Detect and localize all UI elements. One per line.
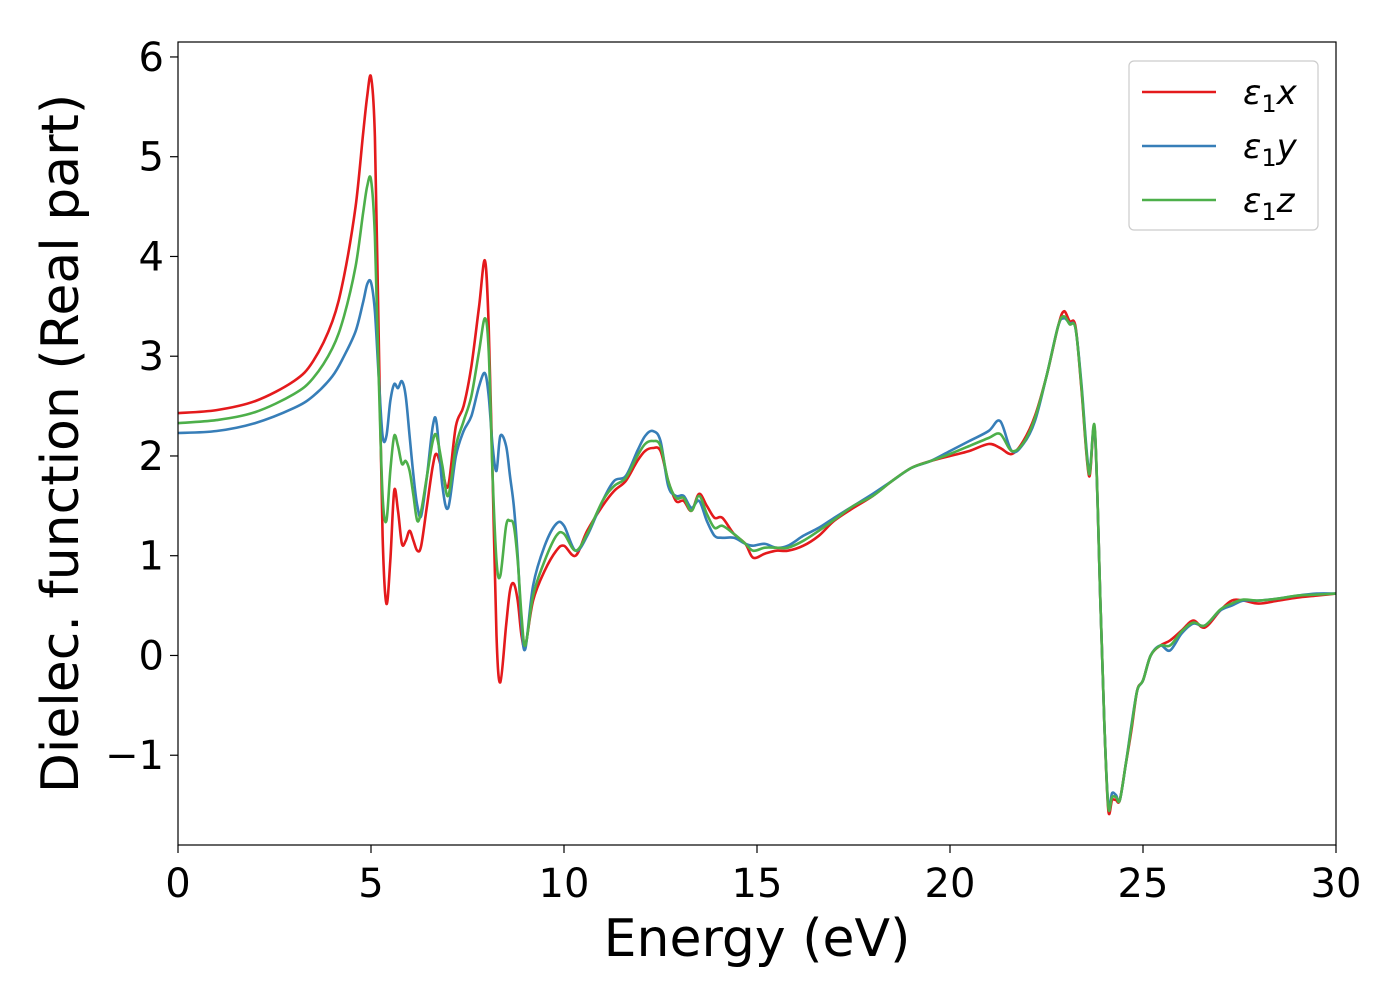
x-tick-label: 15 <box>732 861 783 907</box>
y-tick-label: 6 <box>139 35 164 81</box>
legend-label-z: ε1z <box>1243 181 1296 226</box>
legend-box <box>1128 60 1319 231</box>
series-line-z <box>177 175 1337 813</box>
legend-component: y <box>1276 127 1298 167</box>
y-tick-label: 2 <box>139 434 164 480</box>
x-tick-label: 0 <box>165 861 190 907</box>
legend-symbol: ε <box>1243 181 1261 221</box>
legend-subscript: 1 <box>1261 144 1276 172</box>
y-tick-label: −1 <box>105 733 164 779</box>
y-tick-label: 0 <box>139 633 164 679</box>
legend-symbol: ε <box>1243 127 1261 167</box>
series-line-y <box>177 278 1337 810</box>
y-tick-label: 4 <box>139 234 164 280</box>
x-tick-label: 20 <box>925 861 976 907</box>
y-tick-label: 3 <box>139 334 164 380</box>
legend-symbol: ε <box>1243 73 1261 113</box>
legend-subscript: 1 <box>1261 198 1276 226</box>
x-tick-label: 5 <box>358 861 383 907</box>
y-tick-label: 5 <box>139 135 164 181</box>
x-tick-label: 10 <box>539 861 590 907</box>
x-axis-label: Energy (eV) <box>604 909 911 969</box>
y-tick-label: 1 <box>139 534 164 580</box>
legend-subscript: 1 <box>1261 90 1276 118</box>
x-tick-label: 30 <box>1311 861 1362 907</box>
x-axis-ticks: 0 5 10 15 20 25 30 <box>165 845 1361 907</box>
x-tick-label: 25 <box>1118 861 1169 907</box>
y-axis-ticks: −1 0 1 2 3 4 5 6 <box>105 35 178 779</box>
legend-label-y: ε1y <box>1243 127 1298 172</box>
y-axis-label: Dielec. function (Real part) <box>31 94 91 793</box>
legend-component: z <box>1276 181 1296 221</box>
plot-lines <box>177 74 1337 816</box>
legend-label-x: ε1x <box>1243 73 1298 118</box>
legend-component: x <box>1276 73 1298 113</box>
